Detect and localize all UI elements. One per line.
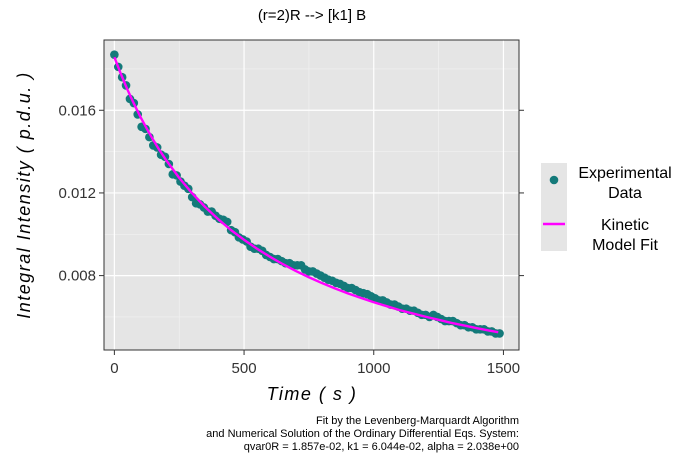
data-point bbox=[110, 50, 119, 59]
x-tick-label: 500 bbox=[232, 360, 257, 377]
x-tick-label: 1500 bbox=[487, 360, 520, 377]
data-point bbox=[495, 329, 504, 338]
legend: Experimental Data Kinetic Model Fit bbox=[541, 163, 672, 254]
x-tick-label: 0 bbox=[110, 360, 118, 377]
caption-line: and Numerical Solution of the Ordinary D… bbox=[206, 428, 519, 440]
fit-caption: Fit by the Levenberg-Marquardt Algorithm… bbox=[206, 415, 519, 453]
legend-key-fit-bg bbox=[541, 207, 567, 251]
legend-label-fit: Kinetic Model Fit bbox=[592, 217, 658, 254]
y-tick-label: 0.016 bbox=[58, 102, 96, 119]
legend-point-marker bbox=[549, 175, 559, 185]
caption-line: Fit by the Levenberg-Marquardt Algorithm bbox=[316, 415, 519, 427]
y-tick-label: 0.008 bbox=[58, 268, 96, 285]
axes: 0 500 1000 1500 0.008 0.012 0.016 bbox=[58, 102, 524, 377]
y-axis-label: Integral Intensity ( p.d.u. ) bbox=[14, 71, 34, 319]
caption-line: qvar0R = 1.857e-02, k1 = 6.044e-02, alph… bbox=[244, 441, 519, 453]
grid-lines bbox=[104, 40, 519, 350]
x-axis-label: Time ( s ) bbox=[267, 384, 358, 404]
y-tick-label: 0.012 bbox=[58, 185, 96, 202]
chart-title: (r=2)R --> [k1] B bbox=[258, 7, 366, 24]
fit-line-layer bbox=[113, 56, 499, 334]
legend-key-points-bg bbox=[541, 163, 567, 207]
legend-label-experimental: Experimental Data bbox=[578, 165, 671, 202]
x-tick-label: 1000 bbox=[357, 360, 390, 377]
plot-panel bbox=[104, 40, 519, 350]
fit-line bbox=[113, 56, 499, 334]
plot-border bbox=[103, 39, 520, 351]
